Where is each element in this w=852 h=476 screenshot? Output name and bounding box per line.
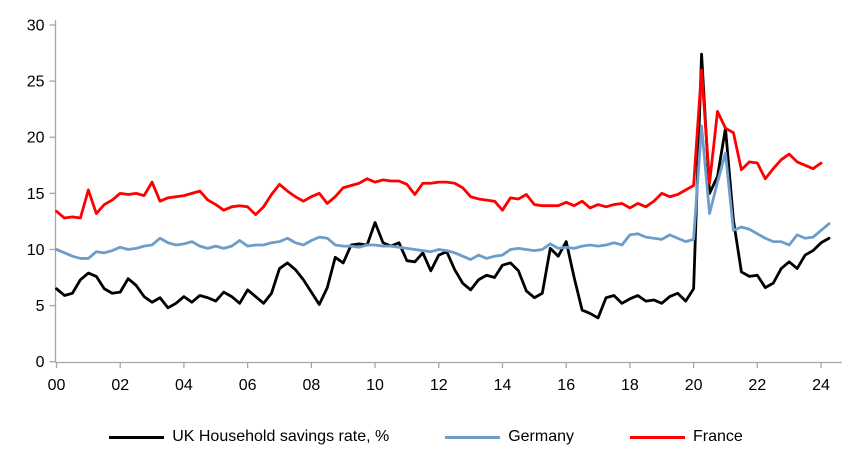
series-line-0	[55, 52, 831, 320]
x-tick-label: 00	[48, 377, 66, 394]
x-tick-label: 24	[812, 377, 830, 394]
legend-label-france: France	[693, 428, 743, 445]
x-tick-label: 22	[748, 377, 766, 394]
y-tick-label: 5	[36, 298, 45, 315]
y-tick-label: 15	[27, 186, 45, 203]
x-tick-label: 12	[430, 377, 448, 394]
legend-item-france: France	[630, 428, 743, 446]
chart-legend: UK Household savings rate, % Germany Fra…	[0, 428, 852, 446]
x-tick-label: 20	[685, 377, 703, 394]
legend-item-germany: Germany	[445, 428, 574, 446]
x-tick-label: 04	[175, 377, 193, 394]
series-line-2	[55, 68, 823, 220]
y-tick-label: 0	[36, 354, 45, 371]
series-line-1	[55, 124, 831, 261]
x-tick-label: 14	[494, 377, 512, 394]
x-tick-label: 10	[366, 377, 384, 394]
y-tick-label: 20	[27, 130, 45, 147]
x-tick-label: 06	[239, 377, 257, 394]
x-tick-label: 02	[111, 377, 129, 394]
legend-label-germany: Germany	[508, 428, 574, 445]
x-tick-label: 08	[302, 377, 320, 394]
france-line-swatch	[630, 435, 685, 439]
y-tick-label: 30	[27, 18, 45, 35]
y-tick-label: 10	[27, 242, 45, 259]
x-tick-label: 18	[621, 377, 639, 394]
germany-line-swatch	[445, 435, 501, 439]
legend-label-uk: UK Household savings rate, %	[172, 428, 390, 445]
y-tick-label: 25	[27, 74, 45, 91]
legend-item-uk: UK Household savings rate, %	[109, 428, 389, 446]
uk-line-swatch	[109, 435, 165, 439]
x-tick-label: 16	[557, 377, 575, 394]
